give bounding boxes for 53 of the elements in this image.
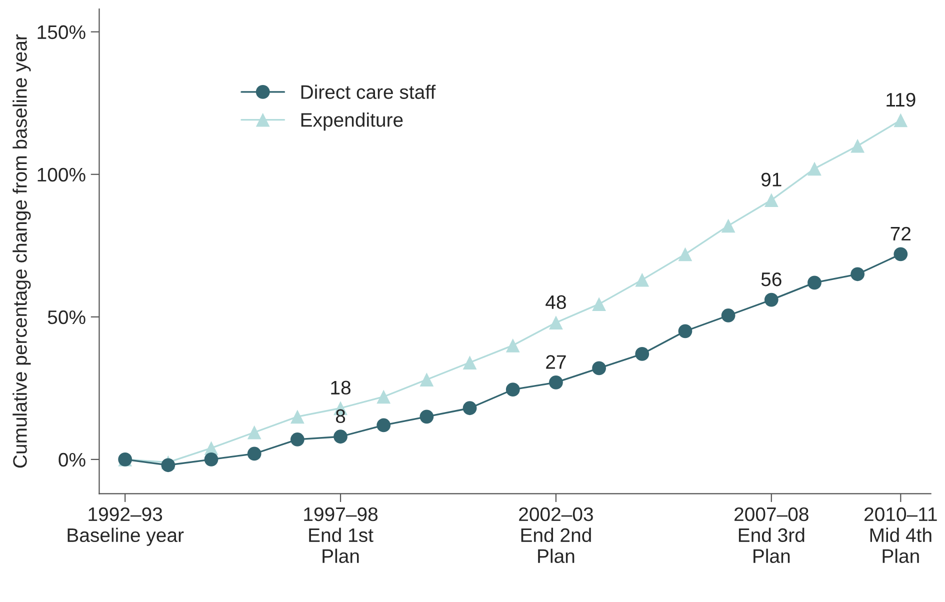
- data-label: 72: [890, 226, 910, 240]
- point: [764, 292, 778, 307]
- x-tick-label: 2007–08 End 3rd Plan: [734, 507, 808, 564]
- x-tick-label: 1992–93 Baseline year: [68, 507, 184, 546]
- point: [635, 347, 650, 361]
- point: [376, 390, 391, 404]
- point: [462, 356, 477, 370]
- data-label: 56: [761, 272, 782, 286]
- data-label: 91: [762, 172, 782, 186]
- y-tick-label: 50%: [48, 310, 86, 324]
- point: [808, 162, 822, 176]
- point: [894, 113, 908, 128]
- point: [462, 401, 477, 416]
- point: [204, 452, 218, 466]
- point: [850, 267, 865, 282]
- point: [506, 382, 520, 397]
- data-label: 27: [546, 355, 566, 369]
- x-tick-label: 2002–03 End 2nd Plan: [519, 507, 593, 564]
- point: [635, 272, 650, 287]
- point: [420, 372, 434, 387]
- point: [549, 376, 563, 390]
- point: [420, 410, 434, 424]
- point: [721, 218, 736, 233]
- point: [247, 425, 262, 440]
- x-tick-label: 2010–11 Mid 4th Plan: [864, 507, 937, 564]
- point: [592, 297, 606, 312]
- point: [592, 361, 606, 376]
- data-label: 119: [886, 92, 916, 107]
- data-label: 48: [546, 295, 566, 310]
- point: [678, 324, 692, 338]
- point: [850, 138, 865, 153]
- data-label: 18: [331, 380, 350, 395]
- point: [334, 430, 348, 444]
- y-tick-label: 100%: [38, 168, 86, 182]
- x-tick-label: 1997–98 End 1st Plan: [304, 507, 378, 564]
- data-label: 8: [336, 409, 346, 424]
- point: [678, 247, 692, 262]
- legend-label: Direct care staff: [301, 84, 436, 99]
- point: [290, 432, 304, 446]
- point: [376, 418, 391, 432]
- y-tick-label: 0%: [58, 452, 86, 467]
- point: [290, 410, 304, 424]
- point: [161, 458, 176, 472]
- point: [894, 247, 908, 262]
- y-axis-title: Cumulative percentage change from baseline year: [12, 34, 31, 468]
- point: [506, 338, 520, 352]
- point: [721, 308, 736, 322]
- point: [247, 446, 262, 461]
- y-tick-label: 150%: [38, 25, 86, 40]
- point: [549, 316, 563, 330]
- point: [764, 193, 778, 207]
- point: [808, 276, 822, 290]
- legend-label: Expenditure: [301, 112, 403, 131]
